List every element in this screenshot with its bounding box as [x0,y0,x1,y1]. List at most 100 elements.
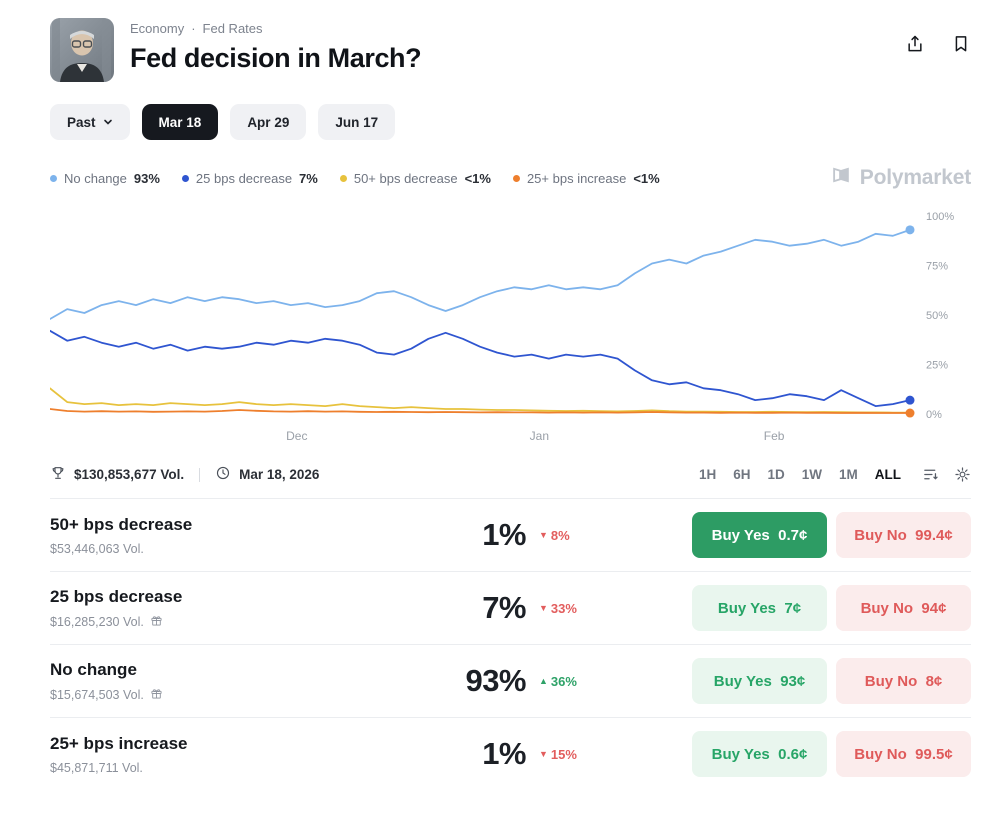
date-tabs: Past Mar 18 Apr 29 Jun 17 [50,104,971,140]
price-chart[interactable]: 100% 75% 50% 25% 0% Dec Jan Feb [49,204,971,450]
sort-descending-button[interactable] [922,466,939,483]
range-1h[interactable]: 1H [698,467,717,482]
breadcrumb-subcategory[interactable]: Fed Rates [202,21,263,36]
legend-label: 25+ bps increase [526,170,627,186]
buy-yes-price: 7¢ [780,599,802,617]
chevron-down-icon [103,115,113,130]
buy-no-label: Buy No [854,526,907,544]
share-button[interactable] [905,34,925,54]
breadcrumb-category[interactable]: Economy [130,21,185,36]
market-header: Economy · Fed Rates Fed decision in Marc… [50,18,971,82]
svg-text:25%: 25% [926,360,948,372]
outcome-volume: $15,674,503 Vol. [50,687,396,703]
outcome-info: No change $15,674,503 Vol. [50,660,396,703]
outcome-percent: 1% [482,517,526,552]
breadcrumb: Economy · Fed Rates [130,21,889,36]
legend-label: 50+ bps decrease [353,170,458,186]
svg-text:Dec: Dec [286,429,307,443]
outcome-name: 25+ bps increase [50,733,188,753]
buy-yes-label: Buy Yes [713,672,772,690]
stats-right: 1H 6H 1D 1W 1M ALL [699,466,971,483]
tab-apr-29-label: Apr 29 [247,114,290,130]
tab-past[interactable]: Past [50,104,130,140]
tab-mar-18[interactable]: Mar 18 [141,104,219,140]
buy-yes-price: 0.7¢ [773,526,808,544]
outcome-name: 25 bps decrease [50,586,183,606]
bookmark-button[interactable] [951,34,971,54]
outcome-volume-text: $16,285,230 Vol. [50,614,144,629]
outcome-row: No change $15,674,503 Vol. 93% ▲ 36% Bu [50,644,971,717]
tab-past-label: Past [67,114,96,130]
legend-value: 7% [299,170,318,186]
outcome-volume: $16,285,230 Vol. [50,614,396,630]
range-all[interactable]: ALL [874,467,901,482]
legend-row: No change 93% 25 bps decrease 7% 50+ bps… [50,164,971,192]
buy-no-button[interactable]: Buy No 94¢ [836,585,971,631]
legend-value: <1% [633,170,660,186]
buy-no-button[interactable]: Buy No 99.4¢ [836,512,971,558]
outcome-info: 25+ bps increase $45,871,711 Vol. [50,734,396,775]
buy-yes-label: Buy Yes [717,599,777,617]
outcome-info: 25 bps decrease $16,285,230 Vol. [50,587,396,630]
legend-label: No change [64,170,127,186]
chart-tools [922,466,971,483]
stats-toolbar: $130,853,677 Vol. Mar 18, 2026 1H 6H 1D 1W 1… [50,457,971,498]
outcome-change: ▼ 33% [526,601,612,616]
buy-no-label: Buy No [864,672,918,690]
svg-text:100%: 100% [926,211,954,223]
chart-area: 100% 75% 50% 25% 0% Dec Jan Feb [49,204,971,455]
buy-yes-label: Buy Yes [711,745,770,763]
range-6h[interactable]: 6H [733,467,751,482]
range-1m[interactable]: 1M [838,467,858,482]
outcome-row: 25+ bps increase $45,871,711 Vol. 1% ▼ 1… [50,717,971,790]
legend-item: 50+ bps decrease <1% [339,170,491,186]
outcome-row: 25 bps decrease $16,285,230 Vol. 7% ▼ 33… [50,571,971,644]
polymarket-logo: Polymarket [830,164,971,192]
divider [199,467,201,482]
legend-item: 25 bps decrease 7% [181,170,318,186]
legend-item: No change 93% [50,171,160,186]
buy-no-price: 94¢ [917,599,947,617]
buy-yes-label: Buy Yes [711,526,770,544]
gear-icon [954,467,971,486]
outcome-percent: 7% [482,590,526,625]
breadcrumb-separator: · [191,21,196,36]
buy-yes-button[interactable]: Buy Yes 93¢ [692,658,827,704]
legend-value: 93% [133,170,160,186]
buy-yes-button[interactable]: Buy Yes 0.6¢ [692,731,827,777]
tab-apr-29[interactable]: Apr 29 [230,104,307,140]
stats-left: $130,853,677 Vol. Mar 18, 2026 [50,465,319,484]
outcome-change: ▼ 15% [526,747,612,762]
outcome-volume: $45,871,711 Vol. [50,761,396,775]
outcome-info: 50+ bps decrease $53,446,063 Vol. [50,515,396,556]
svg-text:Feb: Feb [764,429,785,443]
buy-no-button[interactable]: Buy No 8¢ [836,658,971,704]
settings-button[interactable] [954,466,971,483]
outcome-change: ▼ 8% [526,528,612,543]
tab-jun-17-label: Jun 17 [335,114,379,130]
outcome-percent: 93% [465,663,526,698]
page-title: Fed decision in March? [130,43,422,73]
outcome-volume: $53,446,063 Vol. [50,542,396,556]
time-range-selector: 1H 6H 1D 1W 1M ALL [699,467,901,482]
outcome-name: No change [50,659,137,679]
buy-no-button[interactable]: Buy No 99.5¢ [836,731,971,777]
outcome-volume-text: $15,674,503 Vol. [50,687,144,702]
buy-yes-button[interactable]: Buy Yes 7¢ [692,585,827,631]
range-1d[interactable]: 1D [767,467,785,482]
change-arrow-icon: ▼ [539,749,548,759]
svg-text:0%: 0% [926,409,942,421]
outcome-percent: 1% [482,736,526,771]
market-avatar [50,18,114,82]
outcome-change: ▲ 36% [526,674,612,689]
range-1w[interactable]: 1W [801,467,822,482]
gift-icon [150,687,163,703]
change-value: 15% [550,746,577,762]
buy-yes-button[interactable]: Buy Yes 0.7¢ [692,512,827,558]
legend-dot [512,174,520,182]
outcomes-list: 50+ bps decrease $53,446,063 Vol. 1% ▼ 8… [50,498,971,790]
legend-dot [181,174,189,182]
gift-icon [150,614,163,630]
tab-jun-17[interactable]: Jun 17 [318,104,396,140]
